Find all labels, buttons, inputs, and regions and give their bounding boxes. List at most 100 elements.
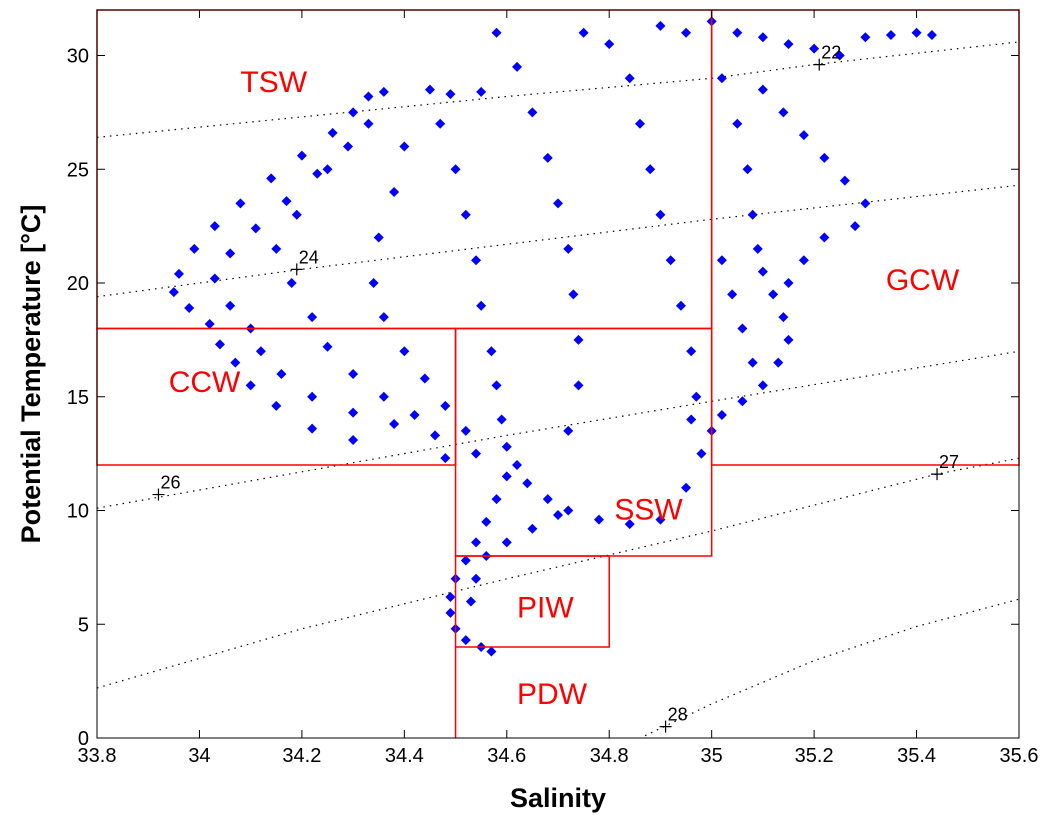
- data-point: [322, 341, 333, 352]
- data-point: [809, 43, 820, 54]
- data-point: [757, 266, 768, 277]
- data-point: [440, 400, 451, 411]
- data-point: [732, 27, 743, 38]
- data-point: [209, 273, 220, 284]
- data-point: [573, 334, 584, 345]
- data-point: [681, 482, 692, 493]
- data-point: [542, 152, 553, 163]
- data-point: [348, 107, 359, 118]
- data-point: [491, 380, 502, 391]
- data-point: [460, 635, 471, 646]
- data-point: [173, 268, 184, 279]
- data-point: [773, 357, 784, 368]
- data-point: [389, 187, 400, 197]
- region-label-ssw: SSW: [614, 494, 683, 527]
- data-point: [255, 346, 266, 357]
- data-point: [348, 369, 359, 379]
- data-point: [486, 346, 497, 357]
- data-point: [471, 255, 482, 266]
- data-point: [911, 27, 922, 38]
- data-point: [604, 39, 615, 50]
- x-tick-label: 35.2: [795, 745, 834, 767]
- data-point: [460, 555, 471, 566]
- data-point: [737, 323, 748, 334]
- data-point: [225, 300, 236, 311]
- data-point: [486, 646, 497, 657]
- data-point: [681, 27, 692, 38]
- data-point: [563, 505, 574, 516]
- region-label-gcw: GCW: [886, 264, 960, 297]
- region-label-ccw: CCW: [169, 366, 241, 399]
- data-point: [348, 407, 359, 418]
- data-point: [737, 396, 748, 407]
- data-point: [460, 209, 471, 220]
- data-point: [168, 287, 179, 298]
- isopycnal-lines: [96, 41, 1020, 737]
- data-point: [327, 127, 338, 138]
- data-point: [348, 434, 359, 445]
- isopycnal-labels: 22 24 26 27 28: [152, 43, 959, 733]
- isopycnal-marker-26: [152, 488, 165, 501]
- x-tick-label: 34.2: [282, 745, 321, 767]
- y-tick-label: 15: [67, 387, 89, 409]
- data-point: [445, 591, 456, 602]
- isopycnal-marker-24: [290, 263, 303, 276]
- y-tick-label: 5: [78, 614, 89, 636]
- x-tick-label: 33.8: [78, 745, 117, 767]
- data-point: [757, 32, 768, 43]
- data-point: [476, 300, 487, 311]
- data-point: [783, 334, 794, 345]
- plot-frame: [96, 9, 1020, 739]
- x-tick-label: 34.4: [385, 745, 424, 767]
- data-point: [307, 423, 318, 434]
- data-point: [363, 118, 374, 129]
- data-point: [342, 141, 353, 152]
- data-point: [445, 89, 456, 100]
- data-point: [783, 39, 794, 50]
- data-point: [747, 209, 758, 220]
- box-piw: [454, 555, 610, 648]
- data-point: [522, 478, 533, 489]
- data-point: [184, 303, 195, 314]
- data-point: [727, 289, 738, 300]
- data-point: [798, 130, 809, 141]
- data-point: [450, 164, 461, 175]
- data-point: [501, 471, 512, 482]
- x-tick-label: 35: [701, 745, 723, 767]
- data-point: [245, 380, 256, 391]
- data-point: [491, 494, 502, 505]
- isopycnal-label-28: 28: [668, 705, 688, 725]
- y-tick-label: 30: [67, 46, 89, 68]
- data-point: [819, 232, 830, 243]
- scatter-points: [168, 16, 937, 657]
- data-point: [235, 198, 246, 209]
- x-axis-ticks: 33.8 34 34.2 34.4 34.6 34.8 35 35.2 35.4 35.6: [78, 10, 1039, 767]
- x-tick-label: 34.8: [590, 745, 629, 767]
- data-point: [214, 339, 225, 350]
- data-point: [322, 164, 333, 175]
- data-point: [368, 278, 379, 288]
- data-point: [363, 91, 374, 102]
- data-point: [634, 118, 645, 129]
- isopycnal-line-26: [96, 350, 1020, 509]
- isopycnal-line-24: [96, 184, 1020, 298]
- data-point: [686, 346, 697, 357]
- isopycnal-marker-22: [813, 58, 826, 71]
- data-point: [665, 255, 676, 266]
- data-point: [409, 409, 420, 420]
- data-point: [271, 243, 282, 254]
- y-tick-label: 20: [67, 273, 89, 295]
- data-point: [465, 596, 476, 607]
- data-point: [732, 118, 743, 129]
- x-tick-label: 34: [188, 745, 210, 767]
- data-point: [655, 514, 666, 525]
- data-point: [675, 300, 686, 311]
- data-point: [553, 198, 563, 209]
- region-label-pdw: PDW: [517, 678, 588, 711]
- water-mass-labels: TSW CCW GCW SSW PIW PDW: [169, 66, 960, 711]
- data-point: [512, 61, 523, 72]
- data-point: [778, 312, 789, 323]
- data-point: [568, 289, 579, 300]
- x-tick-label: 35.6: [1000, 745, 1039, 767]
- data-point: [445, 607, 456, 618]
